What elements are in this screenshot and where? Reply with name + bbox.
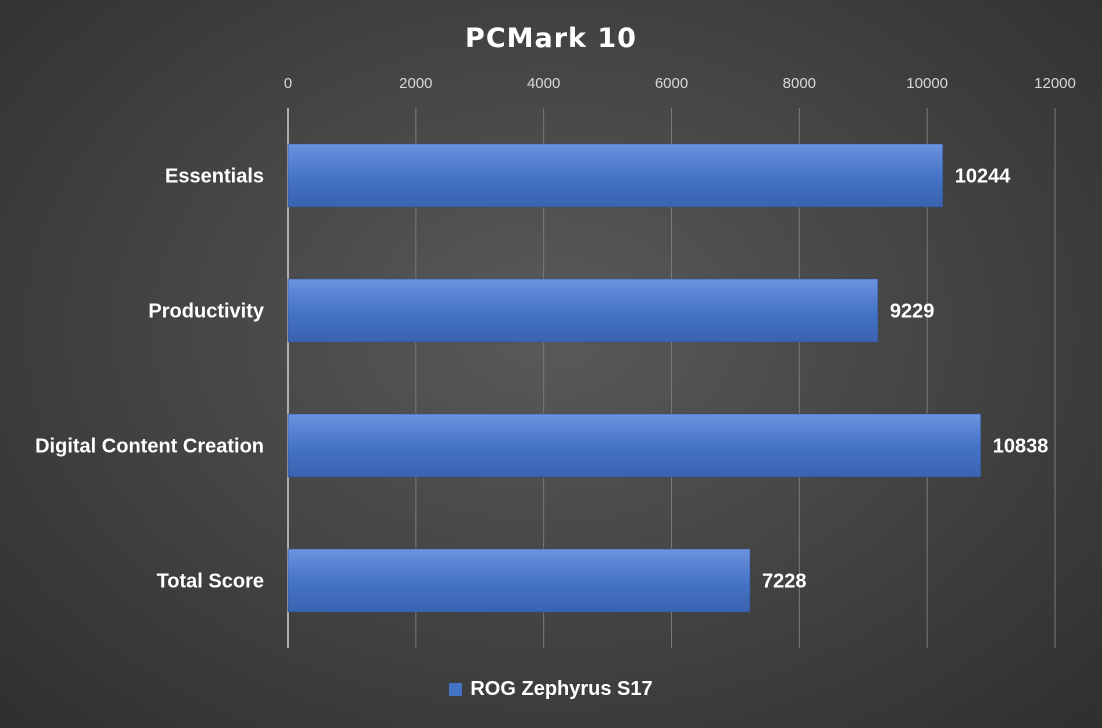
data-label: 7228 <box>762 571 807 593</box>
bar <box>287 143 944 208</box>
category-label: Total Score <box>157 571 264 593</box>
x-tick-label: 12000 <box>1034 75 1076 92</box>
bar <box>287 548 751 613</box>
bars <box>287 143 981 613</box>
x-tick-label: 10000 <box>906 75 948 92</box>
category-label: Digital Content Creation <box>35 436 264 458</box>
chart-title: PCMark 10 <box>465 23 637 54</box>
category-label: Essentials <box>165 166 264 188</box>
legend-swatch <box>449 683 463 696</box>
data-label: 9229 <box>890 301 935 323</box>
category-label: Productivity <box>148 301 264 323</box>
category-labels: Essentials Productivity Digital Content Cr… <box>35 166 265 593</box>
data-label: 10838 <box>993 436 1049 458</box>
x-axis-ticks: 0 2000 4000 6000 8000 10000 12000 <box>284 75 1076 92</box>
data-label: 10244 <box>955 166 1011 188</box>
bar <box>287 278 879 343</box>
x-tick-label: 0 <box>284 75 292 92</box>
legend-label: ROG Zephyrus S17 <box>470 678 653 700</box>
x-tick-label: 8000 <box>783 75 816 92</box>
x-tick-label: 2000 <box>399 75 432 92</box>
legend: ROG Zephyrus S17 <box>0 678 1102 701</box>
x-tick-label: 4000 <box>527 75 560 92</box>
x-tick-label: 6000 <box>655 75 688 92</box>
data-labels: 10244 9229 10838 7228 <box>762 166 1048 593</box>
bar <box>287 413 981 478</box>
